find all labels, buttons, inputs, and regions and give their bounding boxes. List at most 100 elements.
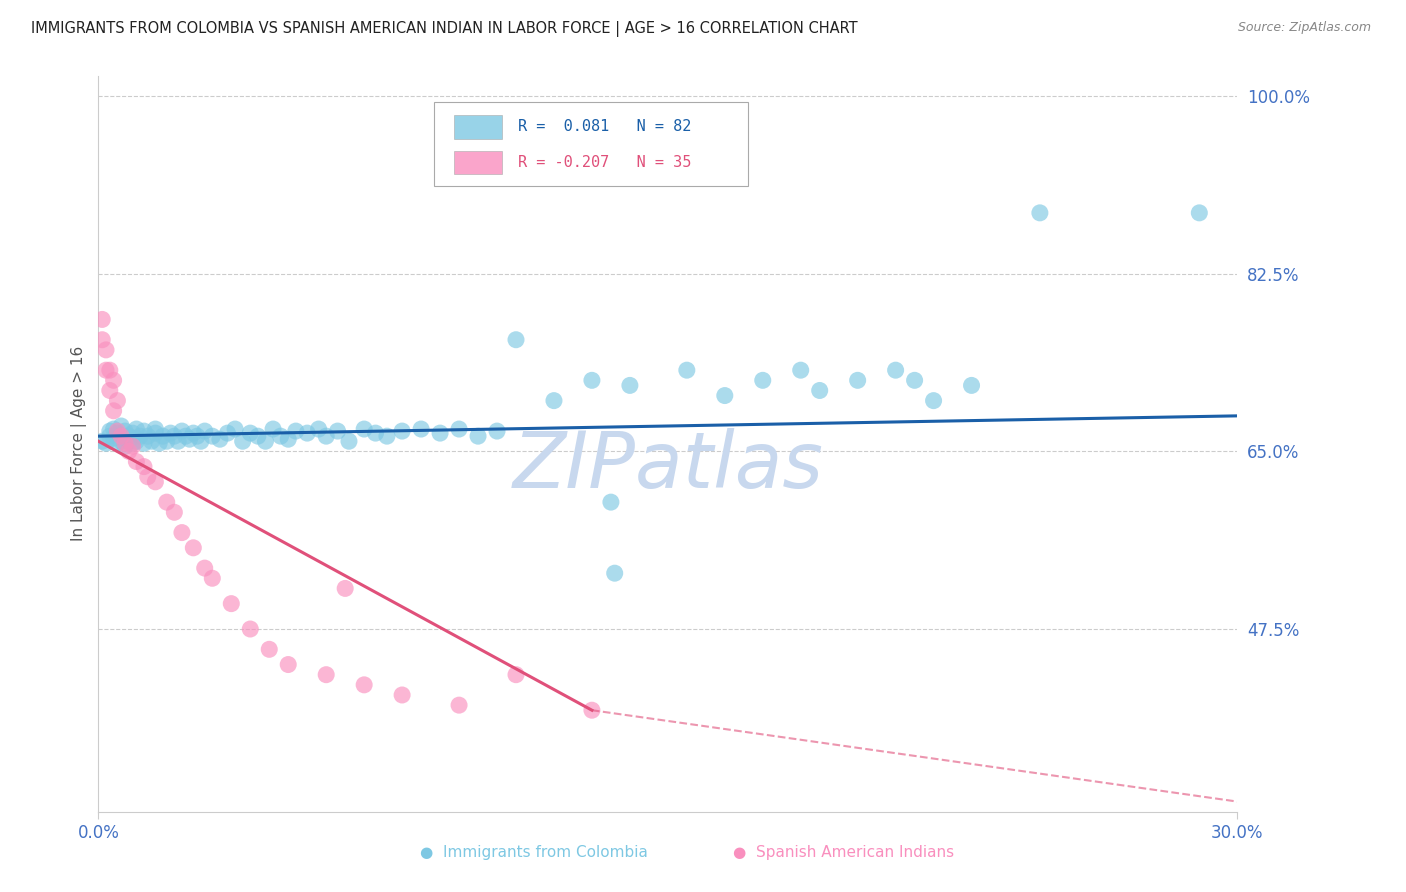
Point (132, 459, 155, 474)
Point (159, 426, 181, 441)
Point (114, 424, 136, 438)
Point (141, 434, 163, 449)
Point (121, 426, 143, 441)
Point (486, 424, 509, 438)
Point (179, 432, 201, 446)
Point (808, 384, 831, 398)
Point (174, 429, 197, 443)
Point (375, 429, 398, 443)
Point (136, 469, 159, 483)
Point (98, 363, 121, 377)
Point (145, 422, 167, 436)
Point (297, 426, 319, 441)
Point (121, 439, 143, 453)
Point (208, 432, 231, 446)
Point (922, 393, 945, 408)
Point (107, 426, 129, 441)
Text: ●  Immigrants from Colombia: ● Immigrants from Colombia (420, 846, 648, 860)
Point (91, 434, 114, 449)
Point (118, 444, 141, 458)
Point (132, 436, 155, 450)
Point (156, 495, 179, 509)
Point (94, 436, 117, 450)
Point (183, 426, 205, 441)
Bar (454, 115, 502, 138)
Point (125, 422, 148, 436)
Point (353, 678, 375, 692)
Point (254, 434, 277, 449)
Text: ●  Spanish American Indians: ● Spanish American Indians (733, 846, 955, 860)
Point (259, 642, 281, 657)
Point (114, 436, 136, 450)
Point (904, 373, 927, 387)
Point (201, 429, 224, 443)
Point (186, 429, 208, 443)
Point (110, 434, 132, 449)
Point (277, 432, 299, 446)
Point (1029, 206, 1052, 220)
Point (277, 657, 299, 672)
Point (846, 373, 869, 387)
Point (103, 373, 125, 387)
Point (221, 597, 243, 611)
Point (790, 363, 813, 377)
Point (353, 422, 375, 436)
Point (118, 429, 141, 443)
Text: R = -0.207   N = 35: R = -0.207 N = 35 (517, 155, 690, 170)
Point (676, 363, 699, 377)
Point (449, 422, 471, 436)
Point (884, 363, 907, 377)
Point (110, 429, 132, 443)
Point (505, 667, 527, 681)
Point (364, 426, 387, 441)
Point (335, 582, 357, 596)
Point (170, 424, 193, 438)
Point (91, 333, 114, 347)
Point (118, 434, 141, 449)
Point (308, 422, 330, 436)
Point (121, 436, 143, 450)
Point (714, 388, 737, 402)
Point (315, 429, 337, 443)
Bar (454, 151, 502, 174)
Y-axis label: In Labor Force | Age > 16: In Labor Force | Age > 16 (72, 346, 87, 541)
Point (600, 495, 623, 509)
Point (246, 429, 269, 443)
Point (167, 434, 190, 449)
Point (581, 703, 603, 717)
Point (194, 561, 217, 575)
Point (125, 434, 148, 449)
Point (270, 429, 292, 443)
Point (190, 434, 212, 449)
Point (98, 429, 121, 443)
Point (960, 378, 983, 392)
Point (98, 424, 121, 438)
Point (148, 436, 170, 450)
Point (163, 505, 186, 519)
Text: R =  0.081   N = 82: R = 0.081 N = 82 (517, 120, 690, 135)
Point (91, 312, 114, 326)
Point (129, 429, 152, 443)
Point (262, 422, 284, 436)
Point (315, 667, 337, 681)
Point (581, 373, 603, 387)
Point (98, 384, 121, 398)
Point (752, 373, 775, 387)
Point (110, 419, 132, 434)
Point (194, 424, 217, 438)
Point (94, 343, 117, 357)
Point (337, 434, 360, 449)
Point (326, 424, 349, 438)
Point (603, 566, 626, 581)
Point (619, 378, 641, 392)
Point (411, 422, 433, 436)
Point (103, 422, 125, 436)
Point (107, 436, 129, 450)
Point (145, 426, 167, 441)
Point (107, 393, 129, 408)
Point (429, 426, 451, 441)
Point (224, 422, 246, 436)
FancyBboxPatch shape (434, 102, 748, 186)
Point (125, 454, 148, 468)
Point (1188, 206, 1211, 220)
